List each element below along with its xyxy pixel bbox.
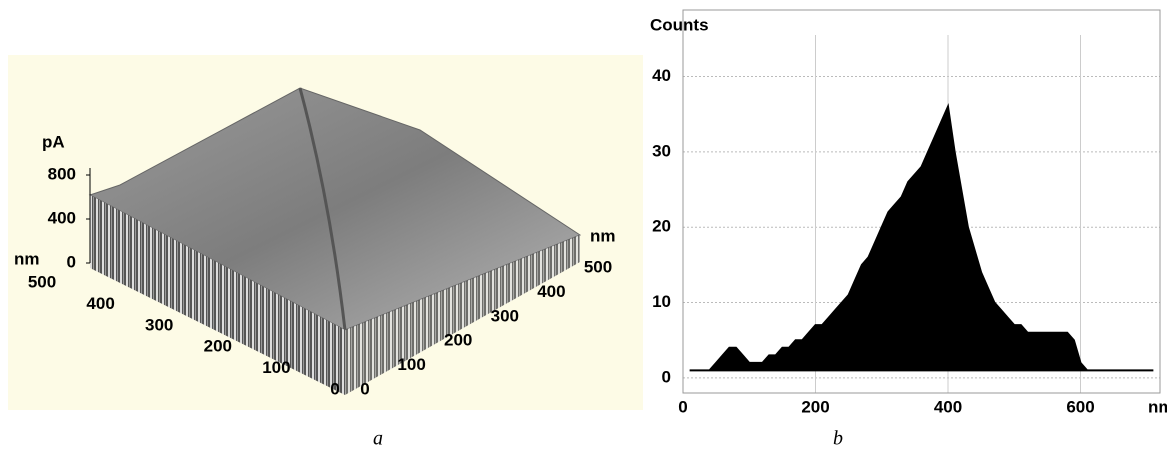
y-tick-label: 30 — [652, 141, 671, 160]
y-tick-label: 200 — [204, 337, 232, 356]
x-tick-label: 300 — [491, 306, 519, 325]
y-axis-label: nm — [14, 249, 40, 268]
y-tick-label: 0 — [662, 367, 671, 386]
surface-wall-right — [345, 235, 580, 395]
x-tick-label: 100 — [397, 355, 425, 374]
y-tick-label: 10 — [652, 292, 671, 311]
x-tick-label: 500 — [584, 257, 612, 276]
y-tick-label: 0 — [330, 379, 339, 398]
z-axis-label: pA — [42, 132, 65, 151]
x-axis-label: nm — [590, 226, 616, 245]
surface-wall-left — [90, 195, 345, 395]
x-tick-label: 400 — [537, 282, 565, 301]
x-tick-label: 200 — [801, 397, 829, 416]
y-axis-label: Counts — [650, 15, 709, 34]
y-tick-label: 20 — [652, 217, 671, 236]
y-tick-label: 500 — [28, 272, 56, 291]
z-tick-label: 0 — [67, 252, 76, 271]
x-tick-label: 0 — [678, 397, 687, 416]
plot-border — [682, 9, 1161, 394]
histogram-area — [689, 103, 1154, 372]
y-tick-label: 40 — [652, 66, 671, 85]
z-tick-label: 800 — [48, 164, 76, 183]
z-tick-label: 400 — [48, 208, 76, 227]
y-tick-label: 400 — [86, 294, 114, 313]
y-tick-label: 300 — [145, 315, 173, 334]
x-axis-label: nm — [1148, 397, 1167, 416]
caption: b — [833, 428, 843, 450]
x-tick-label: 0 — [360, 379, 369, 398]
surface-ridge — [298, 87, 347, 331]
x-tick-label: 600 — [1066, 397, 1094, 416]
caption: a — [373, 428, 383, 450]
x-tick-label: 200 — [444, 331, 472, 350]
y-tick-label: 100 — [262, 358, 290, 377]
x-tick-label: 400 — [934, 397, 962, 416]
